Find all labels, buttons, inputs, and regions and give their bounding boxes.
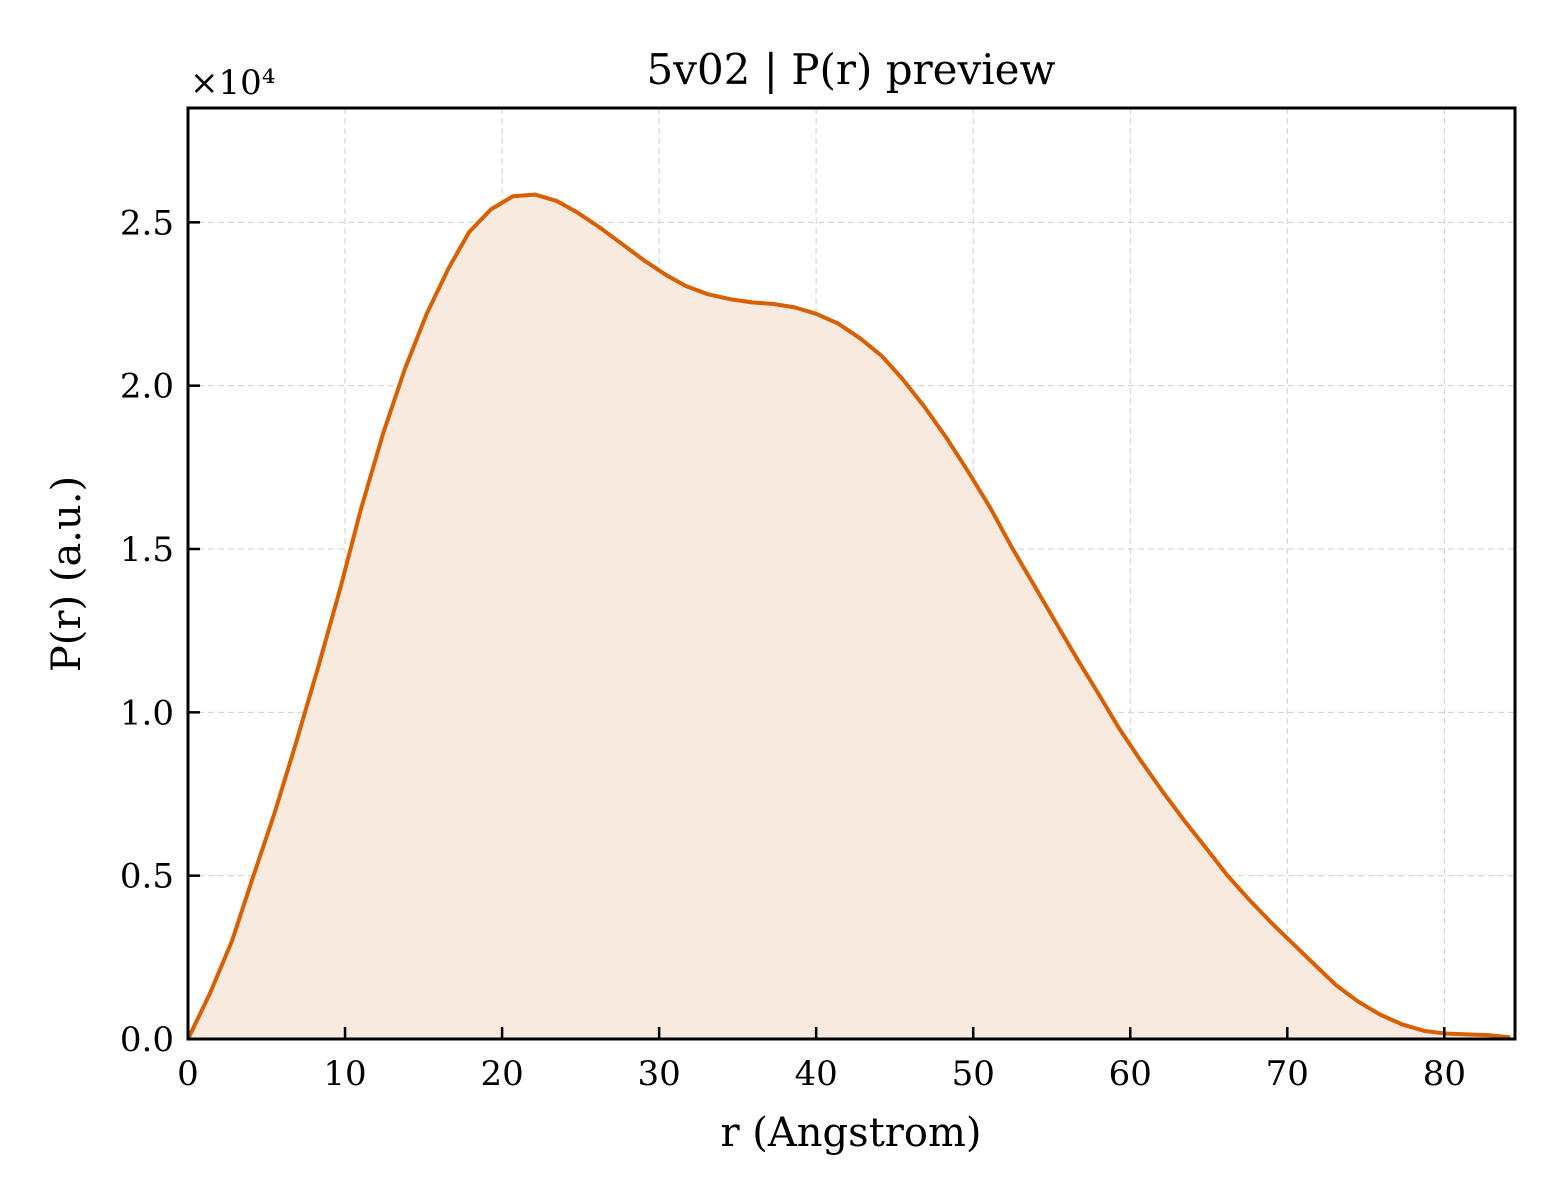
y-axis-label: P(r) (a.u.) xyxy=(44,476,90,672)
pr-series-line xyxy=(186,192,1511,1040)
x-tick-label: 40 xyxy=(795,1054,838,1094)
y-tick-label: 1.5 xyxy=(120,530,174,570)
x-tick-label: 10 xyxy=(323,1054,366,1094)
y-tick-label: 0.5 xyxy=(120,857,174,897)
x-axis-label: r (Angstrom) xyxy=(720,1110,981,1156)
x-tick-label: 80 xyxy=(1423,1054,1466,1094)
y-tick-label: 2.0 xyxy=(120,367,174,407)
plot-frame xyxy=(186,106,1517,1041)
y-tick-label: 2.5 xyxy=(120,203,174,243)
x-tick-label: 50 xyxy=(952,1054,995,1094)
y-tick-label: 0.0 xyxy=(120,1020,174,1060)
x-axis-ticks: 0 10 20 30 40 50 60 70 80 xyxy=(177,1027,1466,1094)
chart-title: 5v02 | P(r) preview xyxy=(647,45,1056,94)
pr-area-fill xyxy=(188,194,1511,1039)
x-tick-label: 30 xyxy=(637,1054,680,1094)
x-tick-label: 70 xyxy=(1266,1054,1309,1094)
y-scale-label: ×10⁴ xyxy=(190,63,275,103)
x-tick-label: 20 xyxy=(480,1054,523,1094)
x-tick-label: 60 xyxy=(1109,1054,1152,1094)
y-tick-label: 1.0 xyxy=(120,693,174,733)
x-tick-label: 0 xyxy=(177,1054,199,1094)
y-axis-ticks: 0.0 0.5 1.0 1.5 2.0 2.5 xyxy=(120,203,200,1060)
